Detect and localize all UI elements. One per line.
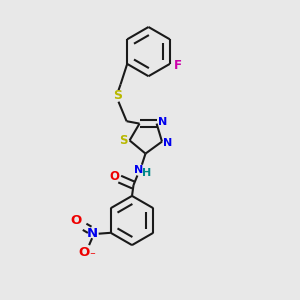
Text: O: O [110,170,120,183]
Text: S: S [113,89,122,102]
Text: N: N [87,227,98,240]
Text: N: N [134,165,143,175]
Text: ⁻: ⁻ [89,251,95,262]
Text: F: F [174,58,182,72]
Text: O: O [79,246,90,259]
Text: O: O [70,214,82,227]
Text: H: H [142,168,151,178]
Text: S: S [119,134,127,147]
Text: N: N [164,138,172,148]
Text: N: N [158,117,167,127]
